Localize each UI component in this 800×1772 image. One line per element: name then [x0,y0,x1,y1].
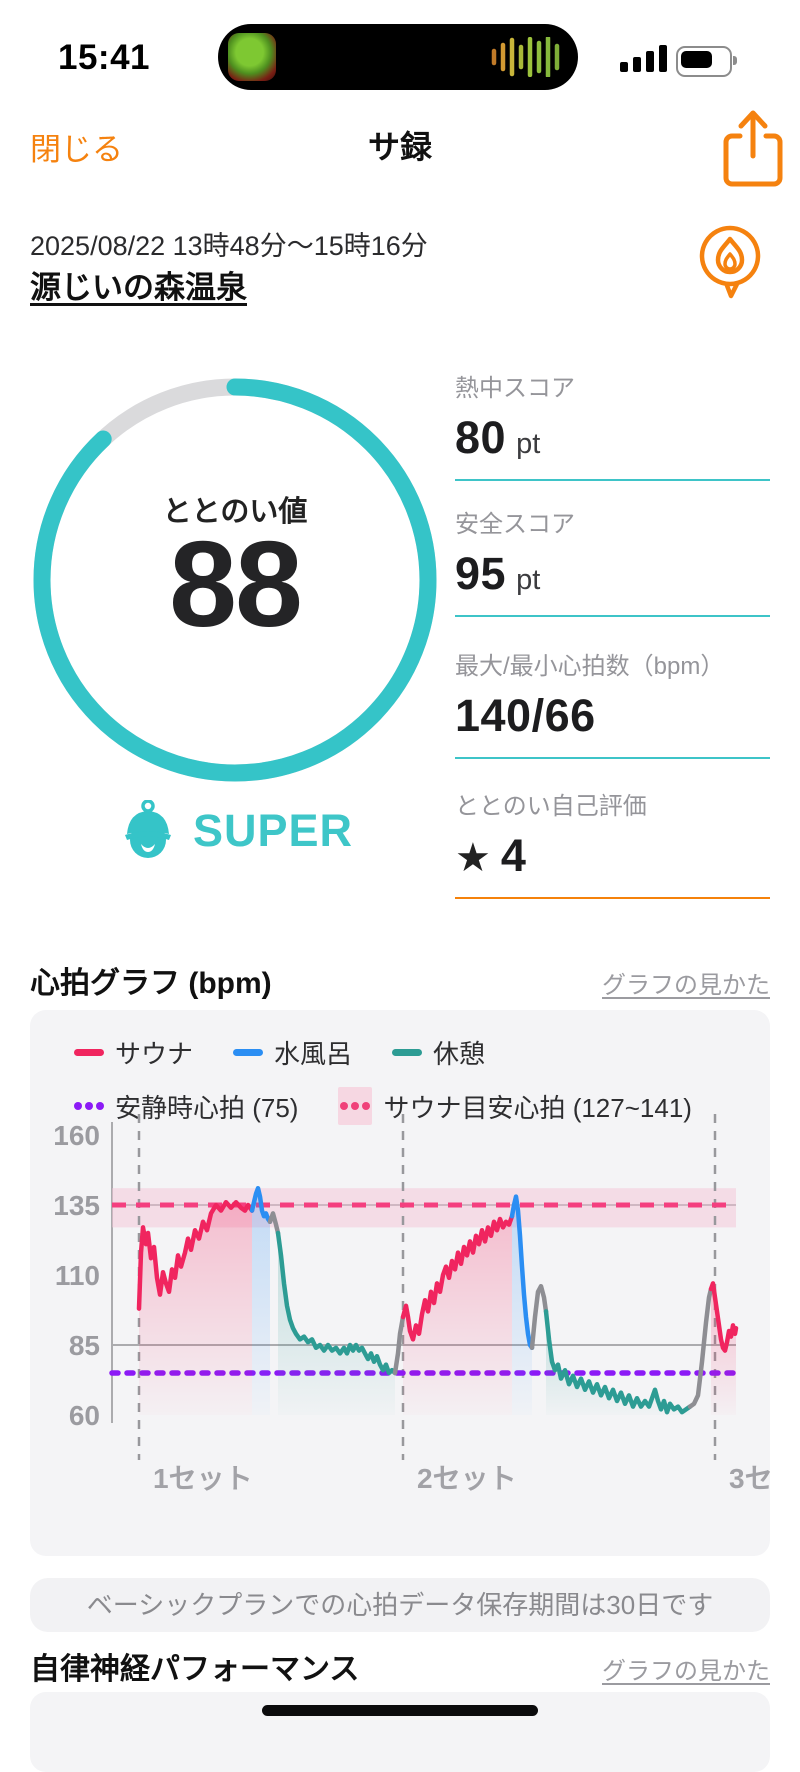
cellular-signal-icon [620,44,667,72]
stat-self-rating: ととのい自己評価 ★ 4 [455,786,770,899]
chart-legend: サウナ 水風呂 休憩安静時心拍 (75) サウナ目安心拍 (127~141) [74,1034,692,1141]
svg-text:85: 85 [69,1330,100,1361]
autonomic-section-header: 自律神経パフォーマンス グラフの見かた [30,1644,770,1688]
gauge-value: 88 [169,516,303,652]
stat-unit: pt [516,428,541,460]
svg-text:110: 110 [55,1260,100,1291]
legend-item: サウナ目安心拍 (127~141) [338,1087,692,1125]
graph-help-link[interactable]: グラフの見かた [602,972,770,999]
stat-max-min-hr: 最大/最小心拍数（bpm） 140/66 [455,646,770,759]
stat-label: 熱中スコア [455,375,575,402]
session-date-range: 2025/08/22 13時48分〜15時16分 [30,231,428,261]
section-title: 心拍グラフ (bpm) [30,967,272,1000]
stat-safety-score: 安全スコア 95 pt [455,504,770,617]
gauge-label: ととのい値 [162,496,308,528]
now-playing-app-icon [228,33,276,81]
sauna-hat-icon [124,800,171,858]
star-icon: ★ [455,836,491,880]
graph-help-link[interactable]: グラフの見かた [602,1658,770,1685]
svg-text:3セット: 3セット [729,1463,770,1494]
status-time: 15:41 [58,38,151,77]
svg-text:2セット: 2セット [417,1463,517,1494]
stat-label: 安全スコア [455,511,575,538]
legend-item: 水風呂 [233,1034,352,1071]
svg-text:160: 160 [53,1120,100,1151]
stat-value: 95 [455,548,507,599]
stat-heat-score: 熱中スコア 80 pt [455,368,770,481]
totonoi-gauge-ring [33,378,437,782]
flame-bubble-icon[interactable] [698,224,762,300]
plan-retention-note: ベーシックプランでの心拍データ保存期間は30日です [30,1578,770,1632]
heart-rate-chart-card: サウナ 水風呂 休憩 安静時心拍 (75) サウナ目安心拍 (127~141) 160 1… [30,1010,770,1556]
page-title: サ録 [367,129,432,165]
audio-waveform-icon [491,37,560,77]
svg-text:135: 135 [53,1190,100,1221]
rank-badge: SUPER [25,800,445,862]
stat-value: 140/66 [455,690,596,741]
venue-link[interactable]: 源じいの森温泉 [30,270,247,305]
stat-unit: pt [516,564,541,596]
legend-item: 安静時心拍 (75) [74,1088,298,1125]
legend-item: 休憩 [392,1034,485,1071]
rank-badge-label: SUPER [192,805,354,856]
svg-text:1セット: 1セット [153,1463,253,1494]
battery-icon [676,46,737,77]
stat-label: ととのい自己評価 [455,793,647,820]
heart-rate-chart: 160 135 110 85 60 1セット 2セット 3セット [53,1114,770,1494]
heart-rate-section-header: 心拍グラフ (bpm) グラフの見かた [30,958,770,1002]
share-icon[interactable] [718,108,788,192]
stat-label: 最大/最小心拍数（bpm） [455,653,725,680]
legend-item: サウナ [74,1034,193,1071]
home-indicator[interactable] [262,1705,538,1716]
stat-value: 4 [500,830,527,881]
autonomic-chart-card [30,1692,770,1772]
stat-value: 80 [455,412,507,463]
section-title: 自律神経パフォーマンス [30,1653,360,1686]
dynamic-island[interactable] [218,24,578,90]
svg-text:60: 60 [69,1400,100,1431]
close-button[interactable]: 閉じる [30,132,123,167]
